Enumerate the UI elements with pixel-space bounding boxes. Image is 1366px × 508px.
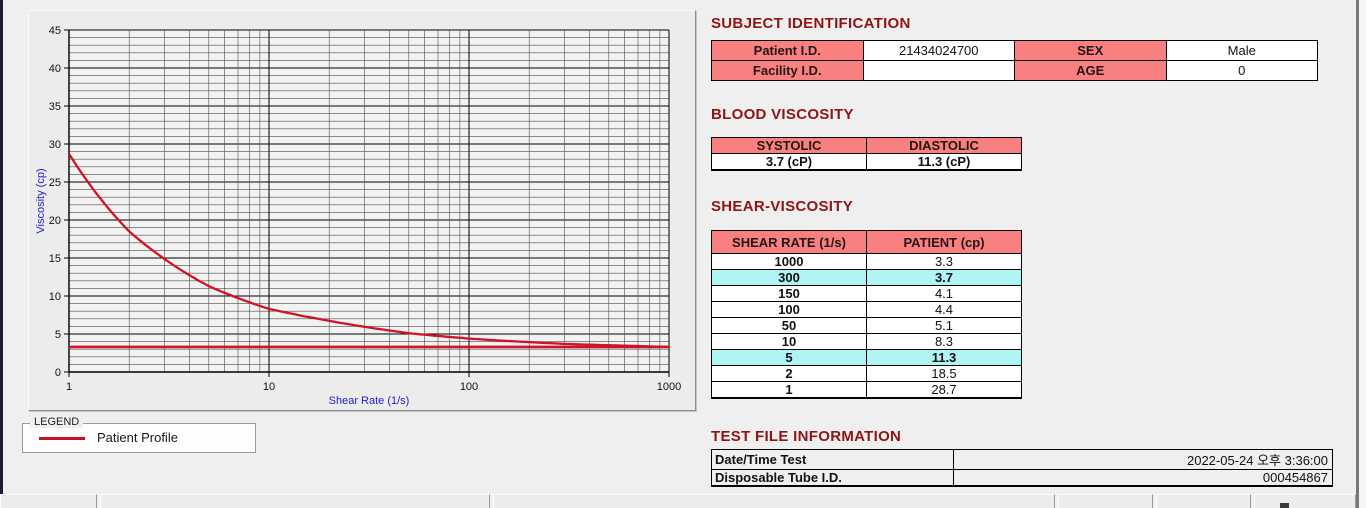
- diastolic-header: DIASTOLIC: [866, 137, 1022, 154]
- svg-text:20: 20: [49, 215, 61, 227]
- legend-caption: LEGEND: [30, 416, 84, 428]
- patient-profile-line-swatch: [39, 437, 85, 440]
- shear-rate-cell: 300: [711, 269, 867, 286]
- legend-box: LEGEND Patient Profile: [22, 416, 256, 453]
- svg-text:15: 15: [49, 253, 61, 265]
- table-row: SYSTOLIC DIASTOLIC: [711, 137, 1022, 154]
- patient-value-cell: 28.7: [866, 381, 1022, 399]
- diastolic-value: 11.3 (cP): [866, 153, 1022, 171]
- shear-viscosity-table: SHEAR RATE (1/s) PATIENT (cp) 1000 3.3 3…: [711, 230, 1022, 399]
- statusbar-segment: [0, 494, 97, 508]
- shear-rate-cell: 10: [711, 333, 867, 350]
- shear-rate-cell: 100: [711, 301, 867, 318]
- blood-viscosity-table: SYSTOLIC DIASTOLIC 3.7 (cP) 11.3 (cP): [711, 137, 1022, 171]
- window-left-edge: [0, 0, 3, 494]
- svg-text:Viscosity (cp): Viscosity (cp): [35, 168, 47, 233]
- table-row: 50 5.1: [711, 317, 1022, 334]
- table-row: SHEAR RATE (1/s) PATIENT (cp): [711, 230, 1022, 254]
- shear-rate-cell: 1000: [711, 253, 867, 270]
- age-value: 0: [1165, 60, 1318, 81]
- subject-identification-table: Patient I.D. 21434024700 SEX Male Facili…: [711, 40, 1318, 81]
- age-label: AGE: [1014, 60, 1167, 81]
- table-row: Date/Time Test 2022-05-24 오후 3:36:00: [711, 449, 1333, 470]
- shear-rate-cell: 50: [711, 317, 867, 334]
- patient-value-cell: 4.4: [866, 301, 1022, 318]
- svg-text:1000: 1000: [657, 381, 681, 393]
- systolic-value: 3.7 (cP): [711, 153, 867, 171]
- patient-id-value: 21434024700: [862, 40, 1015, 61]
- statusbar-segment: [1058, 494, 1153, 508]
- shear-rate-cell: 5: [711, 349, 867, 366]
- sex-label: SEX: [1014, 40, 1167, 61]
- table-row: 3.7 (cP) 11.3 (cP): [711, 153, 1022, 171]
- patient-id-label: Patient I.D.: [711, 40, 864, 61]
- patient-value-cell: 11.3: [866, 349, 1022, 366]
- table-row: 10 8.3: [711, 333, 1022, 350]
- date-time-test-value: 2022-05-24 오후 3:36:00: [953, 449, 1333, 470]
- patient-value-cell: 8.3: [866, 333, 1022, 350]
- statusbar-segment: [493, 494, 1055, 508]
- disposable-tube-id-label: Disposable Tube I.D.: [711, 469, 954, 487]
- systolic-header: SYSTOLIC: [711, 137, 867, 154]
- shear-viscosity-title: SHEAR-VISCOSITY: [711, 198, 854, 215]
- subject-identification-title: SUBJECT IDENTIFICATION: [711, 15, 911, 32]
- legend-series-label: Patient Profile: [97, 430, 178, 445]
- patient-value-cell: 18.5: [866, 365, 1022, 382]
- shear-rate-header: SHEAR RATE (1/s): [711, 230, 867, 254]
- test-file-information-title: TEST FILE INFORMATION: [711, 428, 902, 445]
- table-row: Facility I.D. AGE 0: [711, 60, 1318, 81]
- shear-rate-cell: 150: [711, 285, 867, 302]
- table-row: 150 4.1: [711, 285, 1022, 302]
- patient-cp-header: PATIENT (cp): [866, 230, 1022, 254]
- table-row: Patient I.D. 21434024700 SEX Male: [711, 40, 1318, 61]
- disposable-tube-id-value: 000454867: [953, 469, 1333, 487]
- table-row: 1000 3.3: [711, 253, 1022, 270]
- table-row: 100 4.4: [711, 301, 1022, 318]
- svg-text:45: 45: [49, 25, 61, 37]
- statusbar-segment: [100, 494, 490, 508]
- statusbar-segment: [1156, 494, 1251, 508]
- svg-text:1: 1: [66, 381, 72, 393]
- facility-id-value: [862, 60, 1015, 81]
- window-right-band: [1359, 0, 1366, 508]
- window-right-edge: [1356, 0, 1359, 508]
- statusbar-segment: [1254, 494, 1356, 508]
- svg-text:35: 35: [49, 101, 61, 113]
- statusbar-icon: [1280, 503, 1289, 508]
- facility-id-label: Facility I.D.: [711, 60, 864, 81]
- table-row: 1 28.7: [711, 381, 1022, 399]
- patient-value-cell: 3.3: [866, 253, 1022, 270]
- table-row: Disposable Tube I.D. 000454867: [711, 469, 1333, 487]
- sex-value: Male: [1165, 40, 1318, 61]
- blood-viscosity-title: BLOOD VISCOSITY: [711, 106, 854, 123]
- shear-rate-cell: 2: [711, 365, 867, 382]
- patient-value-cell: 3.7: [866, 269, 1022, 286]
- svg-text:30: 30: [49, 139, 61, 151]
- svg-text:5: 5: [55, 329, 61, 341]
- patient-value-cell: 5.1: [866, 317, 1022, 334]
- viscosity-chart-panel: 0 5 10 15 20 25 30 35 40 45 1 10 100 1000 Shear Rate (…: [28, 10, 696, 411]
- date-time-test-label: Date/Time Test: [711, 449, 954, 470]
- svg-text:100: 100: [460, 381, 478, 393]
- table-row-highlighted: 5 11.3: [711, 349, 1022, 366]
- svg-text:10: 10: [263, 381, 275, 393]
- svg-text:0: 0: [55, 367, 61, 379]
- svg-text:40: 40: [49, 63, 61, 75]
- table-row-highlighted: 300 3.7: [711, 269, 1022, 286]
- viscosity-chart-svg: 0 5 10 15 20 25 30 35 40 45 1 10 100 1000 Shear Rate (…: [35, 25, 681, 407]
- test-file-information-table: Date/Time Test 2022-05-24 오후 3:36:00 Dis…: [711, 449, 1333, 487]
- svg-text:10: 10: [49, 291, 61, 303]
- svg-text:Shear Rate (1/s): Shear Rate (1/s): [329, 395, 410, 407]
- shear-rate-cell: 1: [711, 381, 867, 399]
- svg-text:25: 25: [49, 177, 61, 189]
- patient-value-cell: 4.1: [866, 285, 1022, 302]
- table-row: 2 18.5: [711, 365, 1022, 382]
